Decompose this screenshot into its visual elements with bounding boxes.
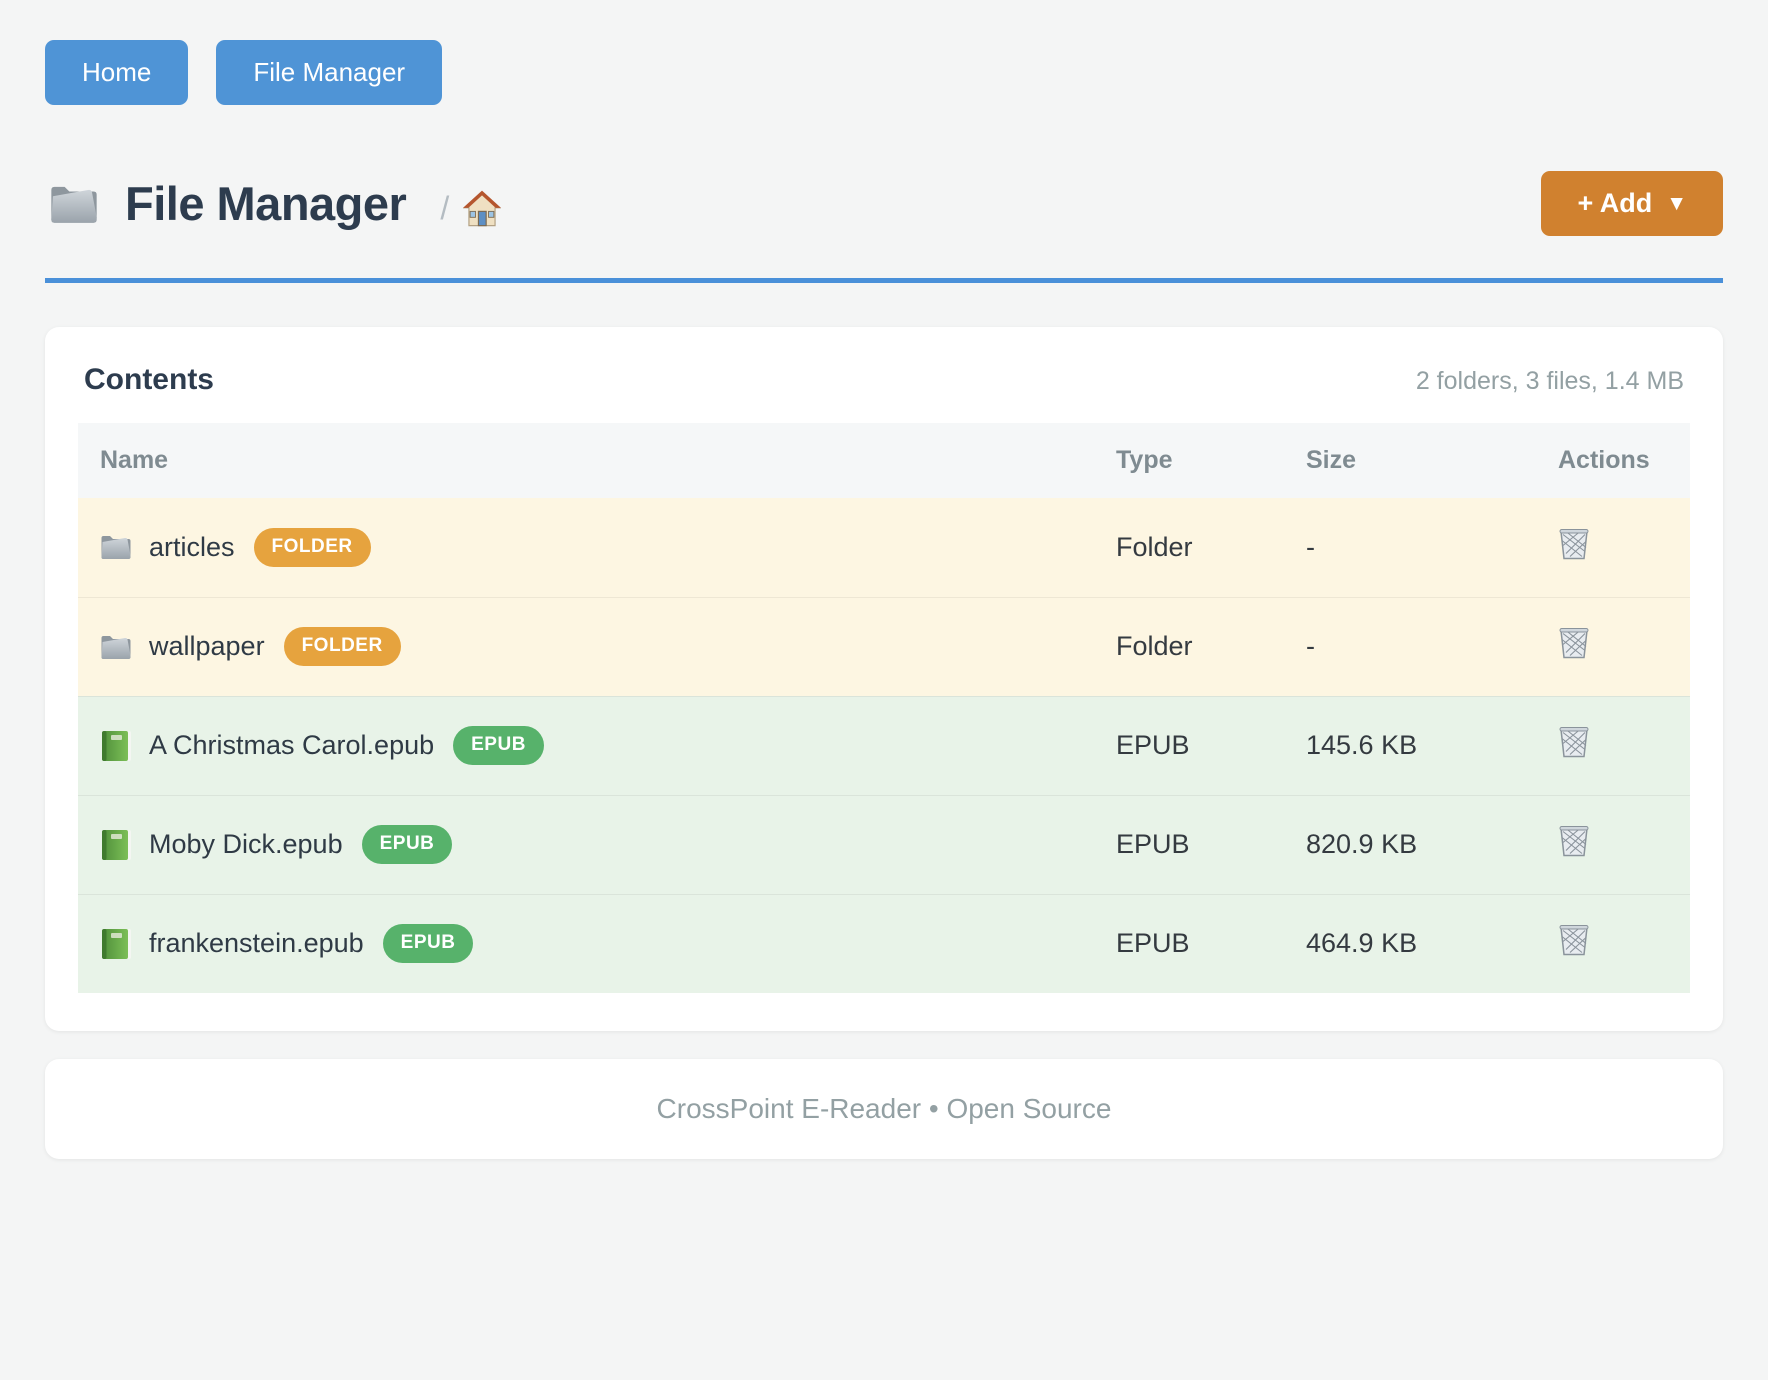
contents-card: Contents 2 folders, 3 files, 1.4 MB Name… [45, 327, 1723, 1031]
file-name-cell[interactable]: Moby Dick.epub EPUB [100, 825, 1084, 864]
file-name-cell[interactable]: frankenstein.epub EPUB [100, 924, 1084, 964]
folder-icon [101, 536, 131, 560]
type-badge: FOLDER [283, 627, 401, 666]
delete-button[interactable] [1558, 526, 1590, 562]
table-body: articles FOLDER Folder - wallpaper FOLDE… [78, 498, 1690, 993]
footer-text: CrossPoint E-Reader • Open Source [656, 1093, 1112, 1124]
file-name[interactable]: Moby Dick.epub [149, 829, 343, 859]
breadcrumb-separator: / [440, 190, 450, 226]
book-icon [102, 730, 131, 761]
trash-icon [1559, 627, 1589, 659]
type-badge: EPUB [361, 825, 453, 864]
file-table: Name Type Size Actions articles FOLDER F… [78, 423, 1690, 993]
column-header-name: Name [78, 423, 1100, 498]
trash-icon [1559, 925, 1589, 956]
table-row: wallpaper FOLDER Folder - [78, 596, 1690, 696]
file-name[interactable]: frankenstein.epub [149, 928, 364, 959]
column-header-type: Type [1100, 423, 1290, 498]
file-name[interactable]: articles [149, 531, 235, 562]
size-cell: - [1290, 596, 1540, 696]
table-row: Moby Dick.epub EPUB EPUB 820.9 KB [78, 794, 1690, 894]
table-row: frankenstein.epub EPUB EPUB 464.9 KB [78, 893, 1690, 993]
book-icon [102, 829, 131, 860]
type-badge: EPUB [382, 924, 474, 964]
contents-summary: 2 folders, 3 files, 1.4 MB [1415, 367, 1684, 395]
chevron-down-icon: ▼ [1666, 191, 1687, 215]
top-nav: Home File Manager [45, 40, 1723, 105]
table-header-row: Name Type Size Actions [78, 423, 1690, 498]
file-name[interactable]: wallpaper [149, 631, 265, 661]
title-group: File Manager / [45, 176, 502, 231]
folder-icon [101, 635, 131, 659]
type-cell: Folder [1100, 596, 1290, 696]
column-header-size: Size [1290, 423, 1540, 498]
nav-button-home[interactable]: Home [45, 40, 189, 105]
type-badge: EPUB [453, 726, 544, 765]
title-divider [45, 278, 1723, 283]
book-icon [102, 928, 131, 959]
column-header-actions: Actions [1540, 423, 1690, 498]
delete-button[interactable] [1558, 922, 1590, 958]
trash-icon [1559, 825, 1589, 857]
type-cell: EPUB [1100, 893, 1290, 993]
folder-icon [51, 186, 97, 223]
nav-button-file-manager[interactable]: File Manager [216, 40, 443, 105]
delete-button[interactable] [1558, 724, 1590, 760]
table-row: A Christmas Carol.epub EPUB EPUB 145.6 K… [78, 695, 1690, 795]
size-cell: 464.9 KB [1290, 893, 1540, 993]
footer-card: CrossPoint E-Reader • Open Source [45, 1059, 1723, 1159]
file-name-cell[interactable]: A Christmas Carol.epub EPUB [100, 726, 1084, 765]
contents-heading: Contents [84, 363, 214, 396]
trash-icon [1559, 528, 1589, 559]
table-row: articles FOLDER Folder - [78, 498, 1690, 597]
breadcrumb: / [440, 189, 502, 228]
type-badge: FOLDER [253, 527, 371, 567]
trash-icon [1559, 726, 1589, 758]
type-cell: Folder [1100, 498, 1290, 597]
add-button-label: + Add [1577, 188, 1653, 218]
size-cell: 820.9 KB [1290, 794, 1540, 894]
page-header: File Manager / + Add ▼ [45, 171, 1723, 236]
type-cell: EPUB [1100, 794, 1290, 894]
add-button[interactable]: + Add ▼ [1541, 171, 1723, 236]
page-title: File Manager [125, 177, 407, 230]
file-name-cell[interactable]: articles FOLDER [100, 527, 1084, 567]
size-cell: 145.6 KB [1290, 695, 1540, 795]
size-cell: - [1290, 498, 1540, 597]
type-cell: EPUB [1100, 695, 1290, 795]
delete-button[interactable] [1558, 625, 1590, 661]
file-name-cell[interactable]: wallpaper FOLDER [100, 627, 1084, 666]
file-name[interactable]: A Christmas Carol.epub [149, 730, 435, 760]
delete-button[interactable] [1558, 823, 1590, 859]
contents-card-header: Contents 2 folders, 3 files, 1.4 MB [78, 363, 1690, 397]
home-icon[interactable] [463, 189, 502, 228]
